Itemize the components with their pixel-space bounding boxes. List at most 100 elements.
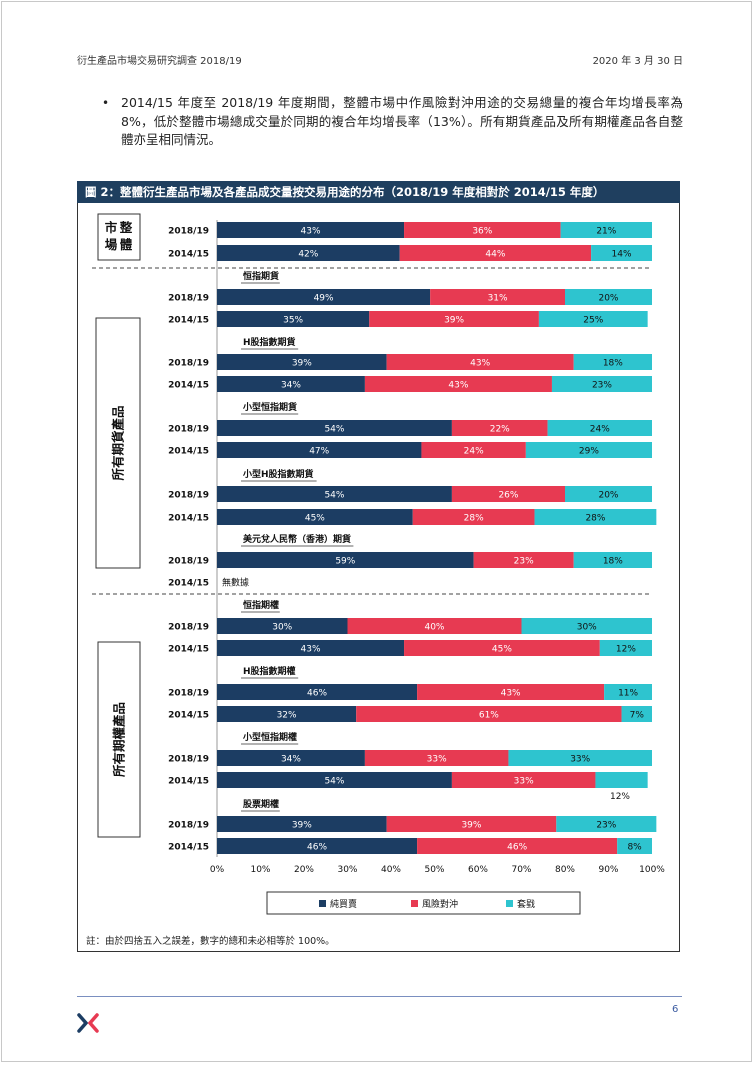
data-label: 35% [283, 316, 303, 326]
data-label: 28% [464, 514, 484, 524]
year-label: 2014/15 [168, 447, 209, 457]
legend-box [266, 891, 581, 915]
bar-segment [399, 245, 592, 261]
year-label: 2014/15 [168, 316, 209, 326]
data-label: 47% [309, 447, 329, 457]
product-label: H股指數期權 [243, 665, 296, 677]
x-tick-label: 10% [250, 865, 270, 875]
year-label: 2018/19 [168, 294, 209, 304]
data-label: 45% [305, 514, 325, 524]
data-label: 20% [598, 491, 618, 501]
year-label: 2014/15 [168, 777, 209, 787]
data-label: 21% [596, 227, 616, 237]
year-label: 2018/19 [168, 755, 209, 765]
year-label: 2018/19 [168, 491, 209, 501]
bar-segment [599, 640, 652, 656]
bar-segment [364, 376, 552, 392]
x-tick-label: 50% [424, 865, 444, 875]
product-label: 小型恒指期貨 [242, 401, 297, 413]
bar-segment [591, 245, 652, 261]
data-label: 32% [277, 711, 297, 721]
data-label: 43% [501, 689, 521, 699]
data-label: 42% [298, 250, 318, 260]
data-label: 39% [292, 821, 312, 831]
year-label: 2018/19 [168, 425, 209, 435]
bar-segment [217, 618, 348, 634]
product-label: 美元兌人民幣（香港）期貨 [243, 533, 351, 545]
bar-segment [386, 816, 557, 832]
data-label: 40% [424, 623, 444, 633]
bar-segment [217, 311, 370, 327]
data-label: 46% [307, 689, 327, 699]
legend-label: 純買賣 [330, 898, 357, 910]
data-label: 11% [618, 689, 638, 699]
bar-segment [217, 442, 422, 458]
data-label: 29% [579, 447, 599, 457]
data-label: 33% [570, 755, 590, 765]
bar-segment [217, 509, 413, 525]
data-label: 34% [281, 755, 301, 765]
data-label: 24% [590, 425, 610, 435]
bar-segment [547, 420, 652, 436]
bar-segment [217, 376, 365, 392]
bar-segment [404, 222, 561, 238]
bar-segment [356, 706, 622, 722]
data-label: 28% [585, 514, 605, 524]
x-tick-label: 80% [555, 865, 575, 875]
legend-label: 風險對沖 [422, 898, 458, 910]
year-label: 2014/15 [168, 843, 209, 853]
data-label: 43% [448, 381, 468, 391]
year-label: 2014/15 [168, 514, 209, 524]
bar-segment [404, 640, 600, 656]
x-tick-label: 90% [598, 865, 618, 875]
product-label: 小型恒指期權 [242, 731, 297, 743]
bar-segment [556, 816, 657, 832]
bar-segment [369, 311, 539, 327]
page-number: 6 [672, 1004, 679, 1015]
x-tick-label: 70% [511, 865, 531, 875]
data-label: 39% [444, 316, 464, 326]
data-label: 25% [583, 316, 603, 326]
year-label: 2018/19 [168, 821, 209, 831]
year-label: 2018/19 [168, 689, 209, 699]
bar-segment [565, 289, 652, 305]
bar-segment [412, 509, 535, 525]
data-label: 12% [616, 645, 636, 655]
bar-segment [617, 838, 652, 854]
x-tick-label: 40% [381, 865, 401, 875]
year-label: 2018/19 [168, 623, 209, 633]
bar-segment [417, 684, 605, 700]
x-tick-label: 20% [294, 865, 314, 875]
bar-segment [217, 420, 452, 436]
section-market-label: 場 [105, 237, 118, 252]
product-label: 恒指期貨 [243, 270, 279, 282]
data-label: 44% [485, 250, 505, 260]
legend-label: 套戥 [517, 898, 535, 910]
bar-segment [347, 618, 522, 634]
data-label: 14% [612, 250, 632, 260]
bar-segment [451, 772, 596, 788]
legend-swatch [319, 900, 326, 907]
bar-segment [217, 486, 452, 502]
data-label: 12% [610, 792, 630, 802]
bar-segment [525, 442, 652, 458]
data-label: 39% [461, 821, 481, 831]
data-label: 43% [301, 227, 321, 237]
data-label: 54% [324, 425, 344, 435]
bar-segment [604, 684, 652, 700]
data-label: 43% [301, 645, 321, 655]
bar-segment [217, 750, 365, 766]
bar-segment [508, 750, 652, 766]
data-label: 34% [281, 381, 301, 391]
data-label: 46% [307, 843, 327, 853]
year-label: 2014/15 [168, 711, 209, 721]
year-label: 2014/15 [168, 250, 209, 260]
data-label: 7% [630, 711, 645, 721]
data-label: 20% [598, 294, 618, 304]
bar-segment [217, 684, 418, 700]
bar-segment [560, 222, 652, 238]
year-label: 2018/19 [168, 227, 209, 237]
data-label: 43% [470, 359, 490, 369]
